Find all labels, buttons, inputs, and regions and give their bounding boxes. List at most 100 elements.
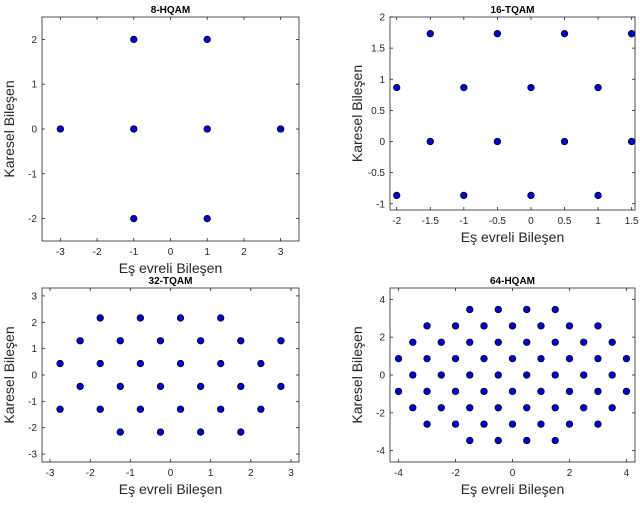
data-point bbox=[608, 404, 616, 412]
data-point bbox=[437, 404, 445, 412]
data-point bbox=[580, 338, 588, 346]
y-axis-label: Karesel Bileşen bbox=[349, 65, 365, 162]
data-point bbox=[423, 387, 431, 396]
chart-title: 8-HQAM bbox=[151, 5, 190, 16]
x-tick-label: -3 bbox=[56, 247, 65, 258]
data-point bbox=[466, 404, 474, 412]
data-point bbox=[594, 322, 602, 330]
data-point bbox=[627, 137, 636, 146]
data-point bbox=[608, 371, 616, 379]
chart-title: 64-HQAM bbox=[490, 276, 535, 287]
y-tick-label: 1.5 bbox=[371, 44, 385, 55]
data-point bbox=[96, 359, 104, 368]
data-point bbox=[523, 338, 531, 346]
data-point bbox=[217, 359, 225, 368]
data-point bbox=[203, 214, 211, 223]
y-tick-label: 2 bbox=[31, 35, 37, 46]
y-axis-label: Karesel Bileşen bbox=[1, 326, 17, 423]
data-point bbox=[393, 191, 401, 200]
data-point bbox=[409, 404, 417, 412]
y-tick-label: 0 bbox=[31, 371, 37, 382]
x-tick-label: -0.5 bbox=[489, 216, 507, 227]
data-point bbox=[551, 305, 559, 314]
chart-panel-2: 16-TQAM -2 -1.5 -1 -0.5 0 0.5 1 1.5 -1 -0.5 0 0.5 1 1.… bbox=[349, 5, 639, 245]
data-point bbox=[156, 428, 165, 436]
data-point bbox=[565, 387, 574, 396]
x-tick-label: 0 bbox=[168, 247, 174, 258]
data-point bbox=[423, 420, 431, 428]
x-tick-label: 0 bbox=[528, 216, 534, 227]
x-tick-label: -1 bbox=[459, 216, 468, 227]
x-tick-label: 1 bbox=[595, 216, 601, 227]
data-point bbox=[394, 354, 403, 363]
data-point bbox=[237, 382, 245, 391]
data-point bbox=[494, 436, 502, 445]
y-tick-label: 0 bbox=[31, 125, 37, 136]
x-tick-label: 3 bbox=[278, 247, 284, 258]
data-point bbox=[508, 387, 517, 396]
data-point bbox=[96, 405, 104, 413]
data-point bbox=[96, 314, 104, 322]
data-point bbox=[466, 305, 474, 314]
data-point bbox=[594, 420, 602, 428]
x-axis-label: Eş evreli Bileşen bbox=[461, 229, 565, 245]
y-tick-label: 2 bbox=[379, 333, 385, 344]
y-tick-label: 0 bbox=[379, 371, 385, 382]
data-point bbox=[480, 322, 488, 330]
data-point bbox=[437, 371, 445, 379]
x-tick-label: -2 bbox=[86, 468, 95, 479]
data-point bbox=[460, 191, 468, 200]
data-point bbox=[551, 371, 559, 379]
data-point bbox=[237, 428, 245, 436]
data-point bbox=[608, 338, 616, 346]
y-tick-label: 0.5 bbox=[371, 106, 385, 117]
x-tick-label: 2 bbox=[567, 468, 573, 479]
data-point bbox=[537, 420, 545, 428]
x-tick-label: 0 bbox=[168, 468, 174, 479]
y-tick-label: -1 bbox=[28, 169, 37, 180]
data-point bbox=[156, 382, 165, 391]
data-point bbox=[493, 30, 502, 38]
data-point bbox=[466, 371, 474, 379]
y-tick-label: 1 bbox=[31, 80, 37, 91]
data-point bbox=[423, 322, 431, 330]
axes-box bbox=[41, 287, 300, 463]
data-point bbox=[409, 338, 417, 346]
axes-box bbox=[389, 287, 636, 463]
data-point bbox=[551, 436, 559, 445]
data-point bbox=[257, 405, 265, 413]
chart-panel-1: 8-HQAM -3 -2 -1 0 1 2 3 -2 -1 0 1 2 Eş evreli Bileşen… bbox=[1, 5, 300, 276]
y-tick-label: -3 bbox=[28, 450, 37, 461]
data-point bbox=[551, 404, 559, 412]
y-tick-label: 2 bbox=[31, 318, 37, 329]
x-axis-label: Eş evreli Bileşen bbox=[461, 481, 565, 497]
axes-box bbox=[41, 16, 300, 242]
data-point bbox=[565, 322, 574, 330]
y-tick-label: 2 bbox=[379, 13, 385, 24]
data-point bbox=[203, 35, 211, 44]
data-point bbox=[508, 354, 517, 363]
x-tick-label: 4 bbox=[624, 468, 630, 479]
data-point bbox=[196, 382, 205, 391]
data-point bbox=[537, 387, 545, 396]
data-point bbox=[56, 125, 65, 133]
y-tick-label: -1 bbox=[376, 199, 385, 210]
data-point bbox=[527, 83, 535, 92]
data-point bbox=[409, 371, 417, 379]
data-point bbox=[594, 83, 602, 92]
y-tick-label: 3 bbox=[31, 291, 37, 302]
y-tick-label: -0.5 bbox=[368, 168, 386, 179]
y-tick-label: 1 bbox=[31, 344, 37, 355]
data-point bbox=[56, 405, 64, 413]
data-point bbox=[423, 354, 431, 363]
data-point bbox=[580, 404, 588, 412]
data-point bbox=[508, 322, 517, 330]
data-point bbox=[130, 125, 138, 133]
y-axis-label: Karesel Bileşen bbox=[349, 326, 365, 423]
x-tick-label: 1 bbox=[208, 468, 214, 479]
data-point bbox=[130, 214, 138, 223]
data-point bbox=[580, 371, 588, 379]
y-tick-label: 0 bbox=[379, 137, 385, 148]
data-point bbox=[466, 338, 474, 346]
data-point bbox=[76, 337, 84, 345]
